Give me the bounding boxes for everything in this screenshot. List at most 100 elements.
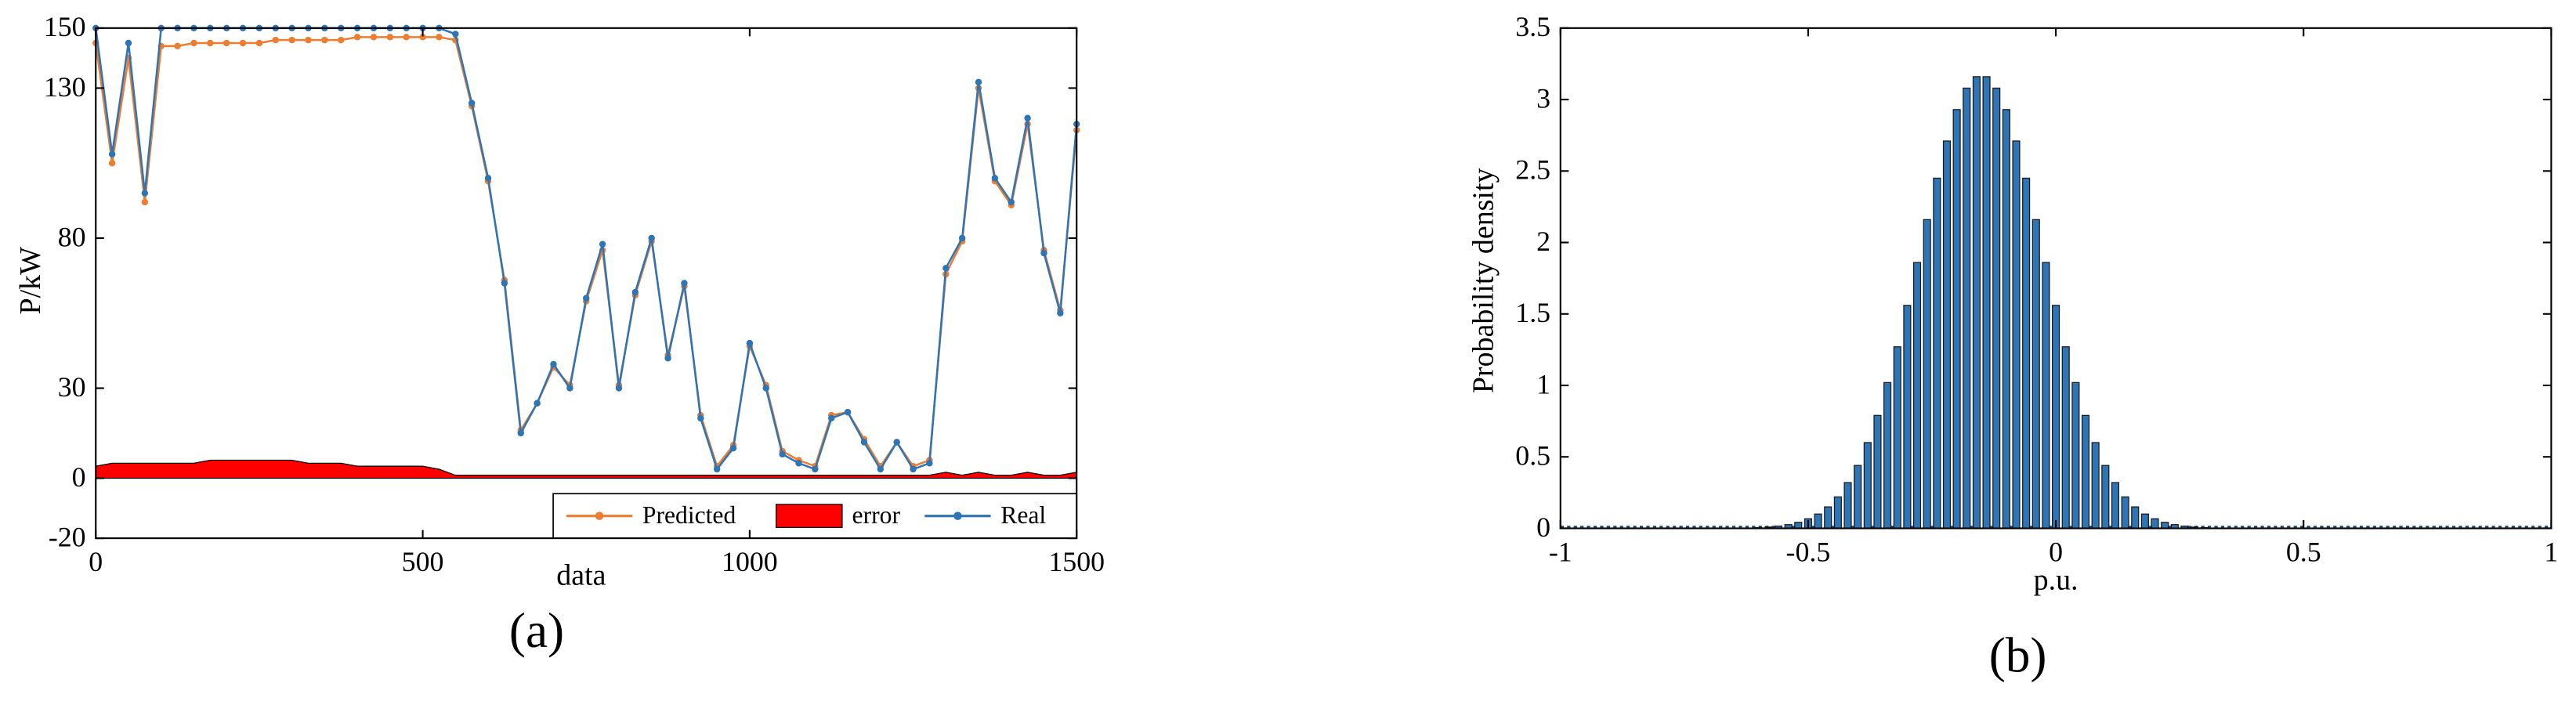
series-point (697, 414, 704, 422)
series-point (795, 460, 802, 467)
series-point (599, 240, 606, 248)
y-tick-label: 1.5 (1515, 297, 1550, 328)
bar (2002, 109, 2010, 530)
series-point (583, 295, 590, 302)
series-point (926, 460, 933, 467)
bar (1942, 140, 1952, 530)
series-point (1040, 249, 1047, 257)
bar (2131, 506, 2140, 530)
bar (2061, 346, 2070, 530)
x-tick-label: 500 (402, 546, 444, 577)
bar (1923, 219, 1931, 530)
series-point (648, 234, 655, 242)
bar (2121, 496, 2129, 530)
series-point (436, 34, 443, 41)
bar (1873, 414, 1882, 530)
series-point (958, 234, 966, 242)
series-point (125, 39, 132, 47)
y-tick-label: 3 (1536, 82, 1550, 114)
legend-marker (953, 512, 962, 520)
plot-frame (95, 27, 1078, 540)
series-point (942, 265, 950, 272)
y-tick-label: -20 (49, 521, 86, 552)
bar (1863, 442, 1872, 530)
series-point (239, 39, 247, 47)
bar (2091, 442, 2100, 530)
bar (2101, 465, 2110, 530)
bar (1893, 346, 1901, 530)
series-point (1008, 198, 1015, 206)
x-tick-label: 1500 (1048, 546, 1105, 577)
bar (1992, 87, 2001, 530)
bar (2111, 482, 2120, 530)
x-axis-label: p.u. (2034, 564, 2079, 597)
legend-label: Predicted (642, 501, 736, 529)
series-point (174, 42, 181, 50)
legend-label: error (852, 501, 901, 529)
series-point (468, 99, 476, 107)
series-point (272, 36, 279, 44)
y-tick-label: 80 (58, 221, 86, 252)
bar (1912, 262, 1922, 530)
bar (2012, 140, 2021, 530)
bar (1952, 109, 1961, 530)
bar (1963, 87, 1971, 530)
series-point (517, 429, 524, 437)
series-point (370, 34, 378, 41)
series-point (779, 450, 786, 458)
legend-label: Real (1000, 501, 1046, 529)
x-tick-label: -1 (1549, 536, 1572, 567)
series-point (550, 360, 557, 368)
x-tick-label: 1000 (722, 546, 778, 577)
y-tick-label: 130 (44, 71, 86, 103)
series-point (762, 385, 769, 392)
series-point (305, 36, 312, 44)
series-point (844, 408, 852, 416)
x-tick-label: 0 (2049, 536, 2063, 567)
bar (2022, 177, 2031, 530)
y-tick-label: 150 (44, 11, 86, 42)
series-point (255, 39, 263, 47)
series-point (713, 465, 721, 473)
series-point (615, 385, 623, 392)
series-point (190, 39, 197, 47)
series-point (141, 198, 149, 206)
panel-label: (b) (1989, 628, 2047, 683)
x-tick-label: 0 (89, 546, 103, 577)
bar (2052, 305, 2060, 530)
series-point (1024, 114, 1031, 121)
y-axis-label: Probability density (1467, 168, 1500, 393)
series-point (386, 34, 394, 41)
x-tick-label: 1 (2544, 536, 2558, 567)
bar (1814, 513, 1822, 530)
series-point (828, 414, 835, 422)
y-tick-label: 0 (1536, 512, 1550, 543)
series-point (108, 150, 116, 157)
series-point (729, 444, 737, 452)
bar (2081, 414, 2090, 530)
legend-marker (595, 512, 604, 520)
series-point (534, 400, 541, 407)
bar (1933, 177, 1941, 530)
bar (1833, 496, 1842, 530)
series-point (991, 175, 999, 182)
series-point (681, 280, 688, 287)
bar (2042, 262, 2050, 530)
y-tick-label: 30 (58, 371, 86, 403)
series-point (664, 355, 671, 362)
series-point (910, 465, 917, 473)
series-point (1057, 309, 1064, 317)
series-point (223, 39, 230, 47)
y-axis-label: P/kW (14, 247, 47, 315)
x-axis-label: data (556, 559, 606, 591)
series-point (207, 39, 214, 47)
series-point (338, 36, 345, 44)
bar (1843, 482, 1852, 530)
series-point (321, 36, 328, 44)
series-point (975, 78, 982, 86)
series-point (353, 34, 361, 41)
bar (1824, 506, 1833, 530)
bar (2140, 513, 2149, 530)
